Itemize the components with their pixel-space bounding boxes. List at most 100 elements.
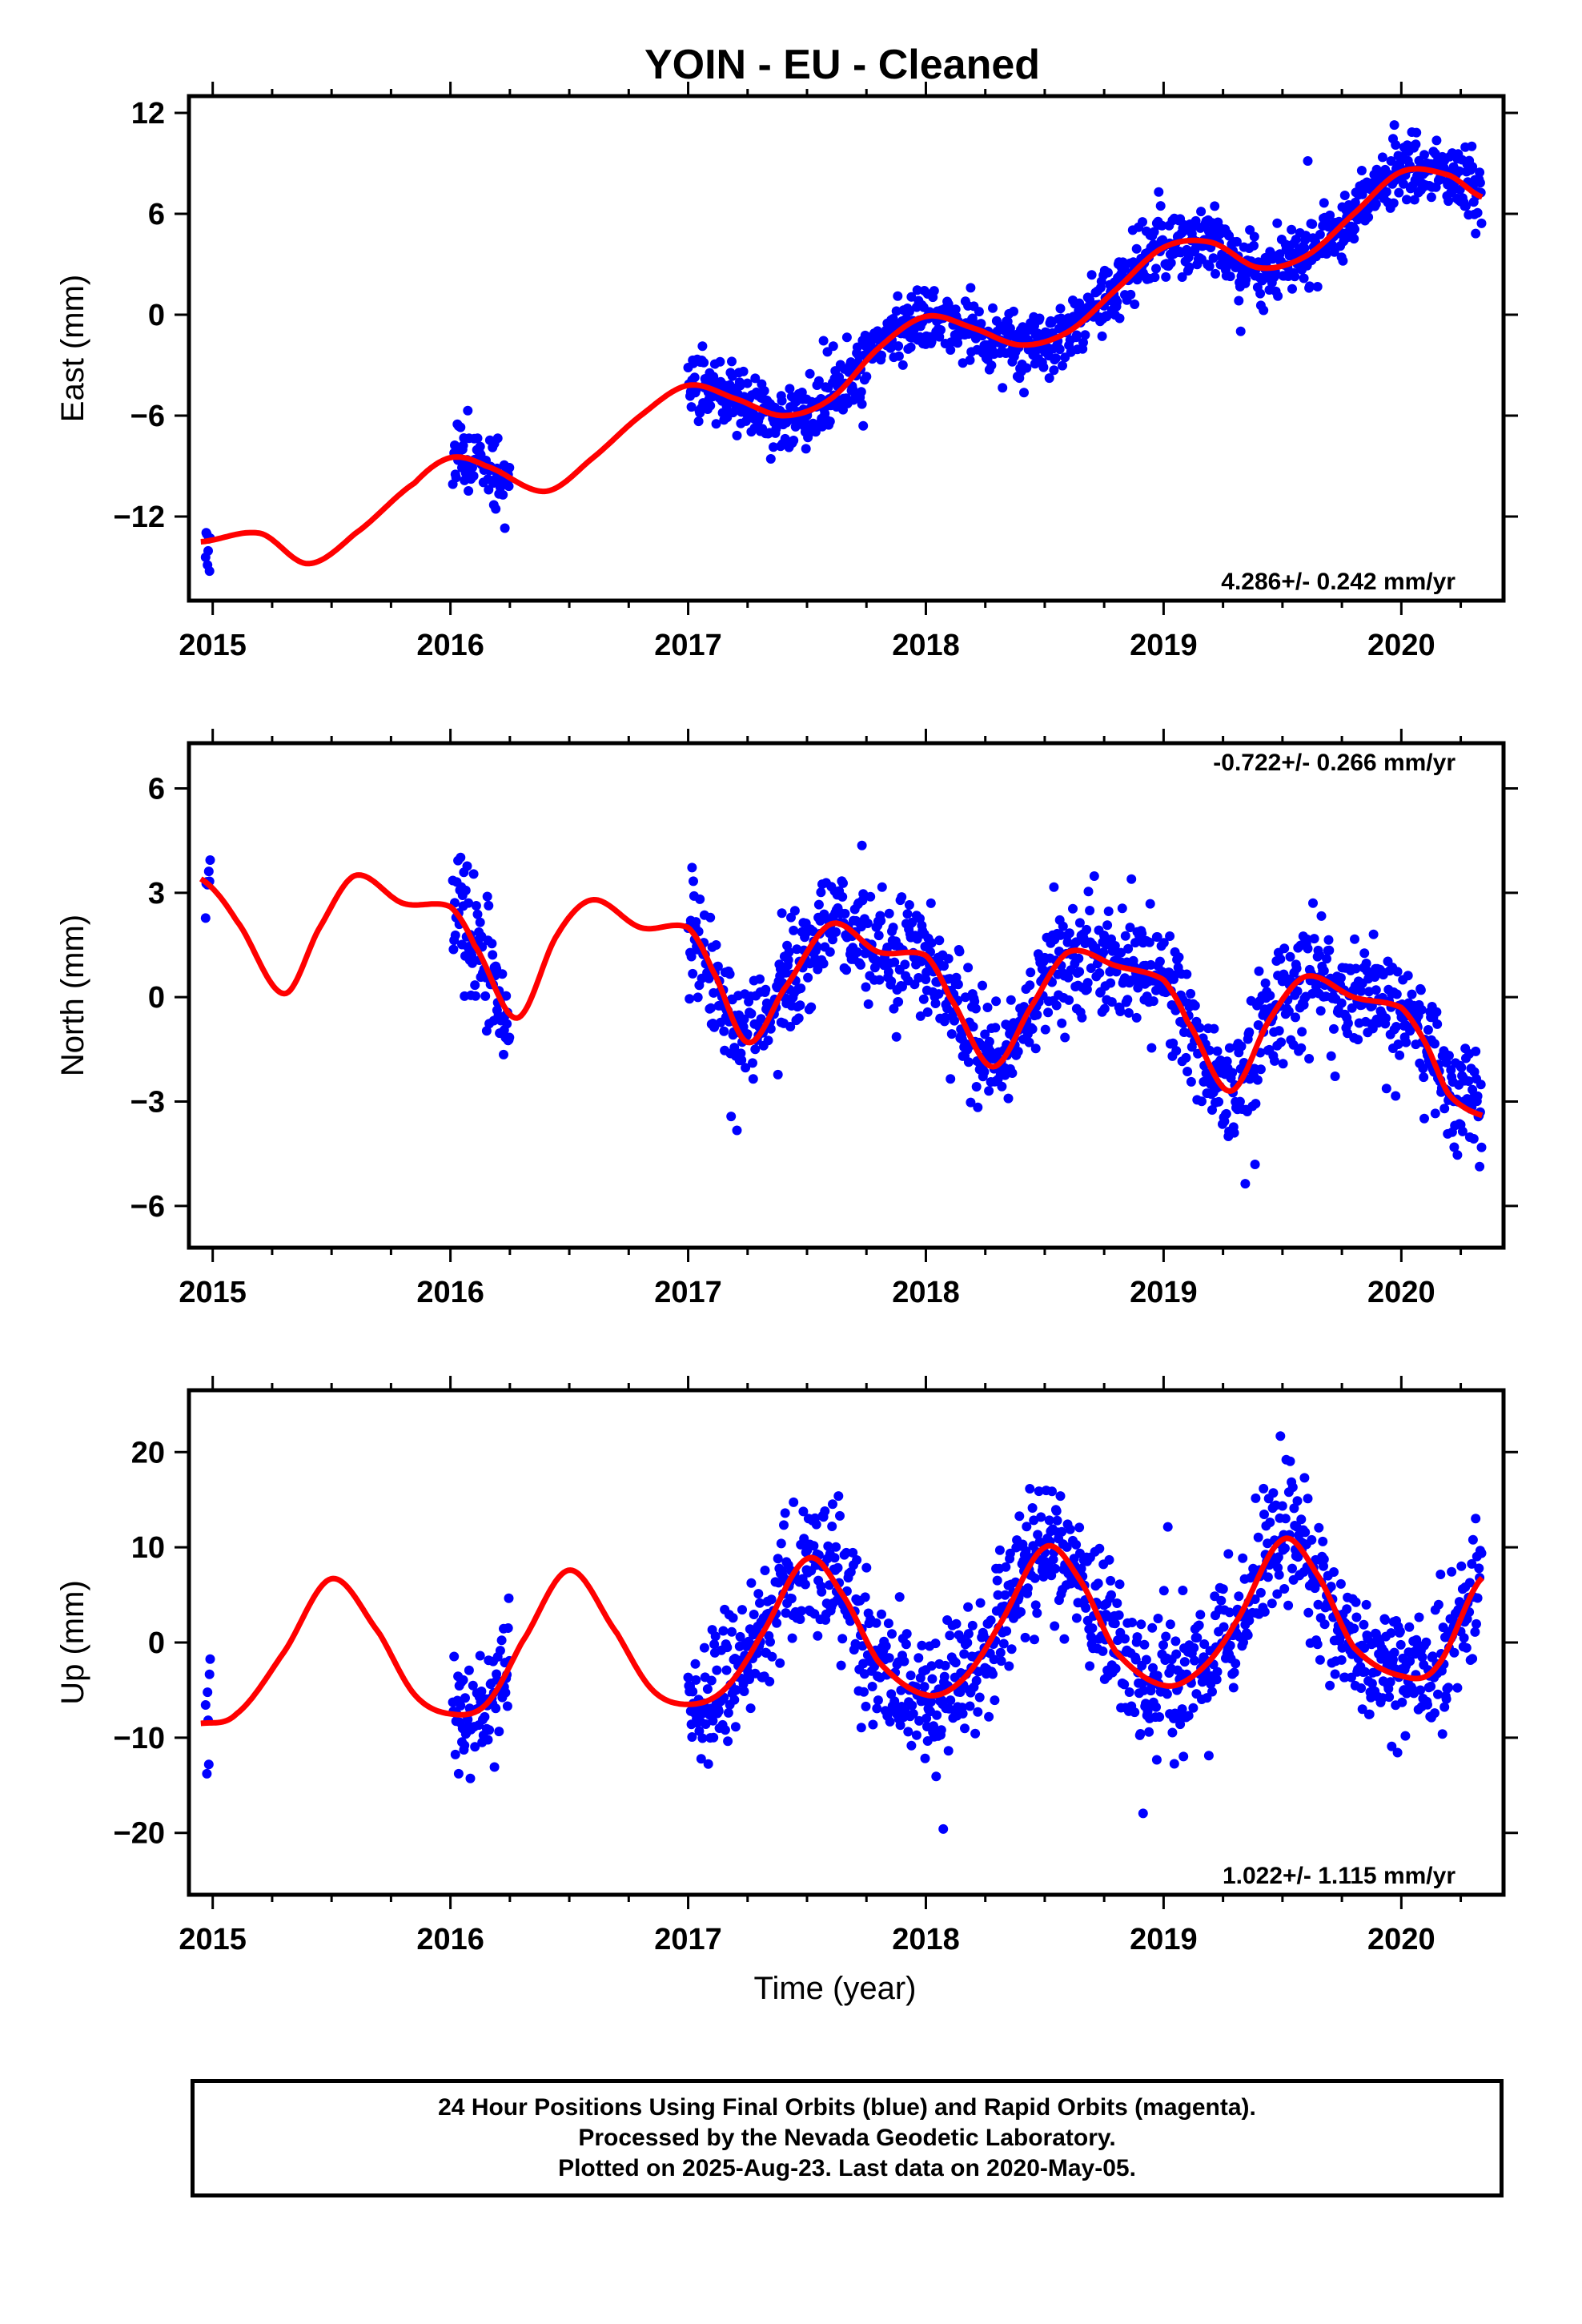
data-point [813, 376, 824, 386]
data-point [759, 386, 769, 396]
data-point [691, 1675, 701, 1685]
data-point [1197, 1096, 1207, 1107]
data-point [1157, 220, 1167, 231]
data-point [806, 1002, 817, 1012]
data-point [1166, 258, 1176, 268]
data-point [997, 1081, 1007, 1092]
data-point [1311, 980, 1322, 990]
data-point [491, 504, 501, 514]
data-point [1027, 1024, 1038, 1034]
data-point [767, 1651, 777, 1662]
data-point [1249, 240, 1259, 251]
data-point [464, 1665, 474, 1675]
data-point [1430, 1108, 1440, 1119]
data-point [785, 384, 795, 394]
data-point [934, 935, 945, 946]
data-point [1076, 1563, 1086, 1574]
data-point [1214, 1096, 1224, 1107]
data-point [494, 1727, 504, 1737]
data-point [1415, 985, 1426, 995]
data-point [471, 991, 480, 1001]
data-point [786, 1594, 797, 1604]
data-point [990, 1023, 1001, 1033]
data-point [1415, 1685, 1426, 1695]
data-point [1471, 228, 1481, 239]
data-point [953, 979, 963, 990]
data-point [1194, 1620, 1204, 1630]
data-point [1361, 1599, 1371, 1610]
data-point [1273, 291, 1283, 301]
data-point [1381, 1084, 1391, 1094]
data-point [1285, 951, 1295, 962]
data-point [460, 885, 471, 895]
data-point [1409, 195, 1419, 205]
x-tick-label: 2018 [892, 1276, 960, 1309]
data-point [732, 430, 742, 440]
data-point [743, 1667, 753, 1677]
data-point [1251, 1099, 1261, 1109]
plot-frame [187, 94, 1506, 603]
data-point [1384, 1692, 1395, 1703]
data-point [1456, 1561, 1467, 1571]
data-point [1189, 1642, 1199, 1653]
data-point [852, 947, 862, 957]
data-point [1307, 219, 1318, 229]
data-point [1471, 1046, 1481, 1056]
data-point [1229, 1128, 1239, 1138]
data-point [921, 975, 931, 984]
data-point [963, 963, 974, 973]
data-point [891, 1031, 901, 1042]
data-point [800, 1579, 810, 1590]
data-point [1322, 954, 1331, 964]
data-point [1222, 1056, 1232, 1067]
data-point [1024, 1037, 1034, 1047]
data-point [1433, 1599, 1443, 1610]
data-point [863, 999, 873, 1009]
data-point [745, 1675, 754, 1684]
data-point [727, 1626, 737, 1637]
data-point [1033, 1530, 1043, 1540]
data-point [958, 1708, 968, 1719]
data-point [1099, 1003, 1110, 1014]
data-point [991, 996, 1002, 1007]
data-point [1146, 959, 1156, 970]
data-point [828, 341, 838, 352]
data-point [1209, 1023, 1219, 1034]
data-point [984, 1711, 994, 1722]
data-point [951, 1618, 962, 1629]
data-point [502, 1701, 512, 1711]
data-point [1287, 283, 1297, 294]
data-point [974, 307, 984, 317]
data-point [1221, 1108, 1231, 1119]
data-point [1152, 1671, 1162, 1681]
data-point [882, 943, 893, 952]
data-point [1330, 1669, 1340, 1679]
data-point [973, 1102, 983, 1112]
data-point [1430, 1708, 1439, 1719]
data-point [1125, 923, 1135, 933]
data-point [1145, 899, 1155, 909]
data-point [1273, 1552, 1283, 1562]
data-point [939, 961, 949, 971]
data-point [1467, 1558, 1477, 1569]
data-point [965, 1701, 975, 1711]
data-point [873, 931, 884, 941]
data-point [1052, 1515, 1062, 1526]
data-point [1403, 971, 1413, 981]
data-point [1303, 943, 1313, 954]
data-point [1326, 1051, 1336, 1061]
data-point [1402, 195, 1411, 205]
data-point [721, 1665, 732, 1675]
data-point [1158, 1586, 1169, 1596]
data-point [1297, 1027, 1307, 1037]
y-axis-label: East (mm) [55, 275, 90, 422]
data-point [481, 1026, 492, 1036]
data-point [1329, 247, 1339, 257]
data-point [1404, 1622, 1415, 1632]
data-point [1204, 261, 1215, 271]
data-point [1158, 1640, 1168, 1651]
data-point [482, 891, 492, 902]
data-point [1009, 306, 1018, 316]
data-point [834, 372, 845, 383]
data-point [907, 917, 917, 927]
